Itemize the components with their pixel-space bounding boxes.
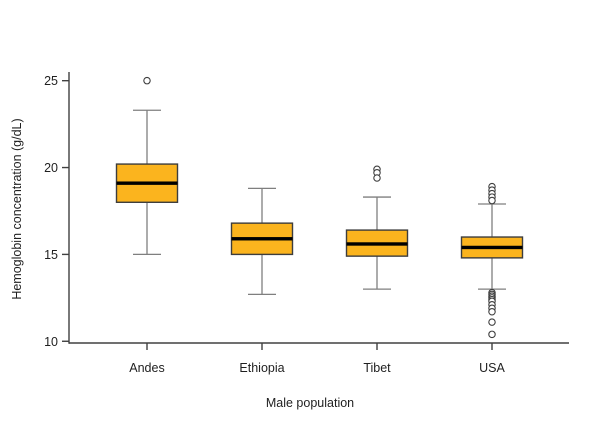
y-tick-label: 15: [44, 248, 58, 262]
x-category-label: USA: [479, 361, 505, 375]
y-tick-label: 25: [44, 74, 58, 88]
x-axis-title: Male population: [265, 396, 355, 410]
boxplot-tibet: [345, 165, 409, 290]
outlier-point: [488, 318, 496, 326]
outlier-point: [143, 76, 151, 85]
y-tick-label: 20: [44, 161, 58, 175]
median-line: [231, 237, 293, 241]
outlier-point: [488, 330, 496, 339]
x-category-label: Ethiopia: [239, 361, 284, 375]
boxplot-ethiopia: [230, 187, 294, 296]
boxplot-andes: [115, 76, 179, 256]
x-category-label: Tibet: [363, 361, 391, 375]
median-line: [116, 181, 178, 185]
boxplot-usa: [460, 182, 524, 339]
median-line: [461, 245, 523, 250]
y-axis-title: Hemoglobin concentration (g/dL): [10, 118, 24, 300]
y-tick-label: 10: [44, 335, 58, 349]
x-category-label: Andes: [129, 361, 164, 375]
outlier-point: [373, 174, 381, 182]
outlier-point: [488, 196, 496, 205]
outlier-point: [488, 307, 496, 316]
median-line: [346, 242, 408, 246]
